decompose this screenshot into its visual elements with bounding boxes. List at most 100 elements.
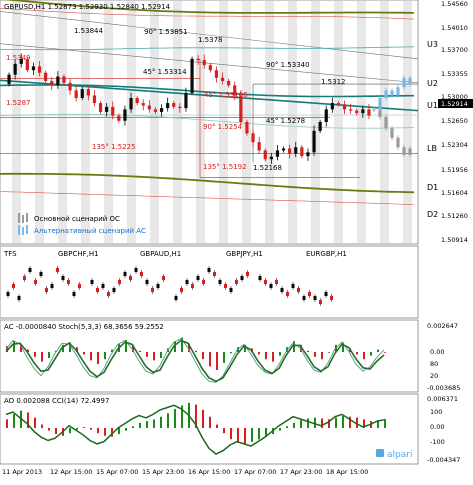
candle-body [92, 95, 97, 104]
currency-bar [90, 280, 94, 284]
currency-bar [202, 280, 205, 284]
ac-bar [272, 352, 274, 362]
session-stripe [288, 1, 297, 243]
candle-body [361, 109, 365, 114]
ao-bar [251, 428, 253, 442]
candle-body [214, 70, 219, 78]
session-stripe [357, 1, 366, 243]
ac-bar [83, 352, 85, 355]
ao-bar [300, 420, 302, 428]
forecast-scenarios [372, 75, 412, 158]
candle-body [178, 106, 182, 109]
candle-body [135, 98, 139, 104]
candle-body [355, 110, 359, 114]
ac-bar [202, 352, 204, 360]
ac-bar [125, 340, 127, 352]
ao-cci-series [5, 402, 386, 455]
ac-bar [76, 347, 78, 352]
ao-bar [118, 428, 120, 435]
ao-bar [181, 405, 183, 428]
main-price-panel[interactable] [0, 0, 419, 245]
session-stripe [58, 1, 67, 243]
currency-bar [129, 276, 132, 280]
alpari-logo-icon [376, 449, 384, 457]
pair-label-gbpaud: GBPAUD,H1 [140, 250, 181, 258]
ao-bar [167, 413, 169, 428]
currency-bar [313, 296, 317, 300]
currency-bar [302, 296, 306, 300]
forecast-main-candle-body [408, 148, 412, 155]
osc2-tick: 0.006371 [427, 395, 458, 403]
candle-body [111, 106, 115, 116]
ao-bar [377, 420, 379, 428]
currency-bar [28, 268, 32, 272]
currency-bar [246, 272, 249, 276]
ma-band-upper [0, 46, 415, 51]
ac-bar [328, 352, 330, 353]
candle-body [342, 104, 347, 110]
currency-bar [224, 284, 227, 288]
price-axis: 1.54560 1.54010 1.53700 1.53355 1.53000 … [441, 0, 468, 244]
candle-body [56, 76, 60, 86]
ac-bar [384, 352, 386, 353]
ac-bar [356, 352, 358, 355]
cci-line [5, 404, 385, 455]
ao-bar [356, 417, 358, 428]
ac-bar [111, 349, 113, 352]
currency-bar [280, 288, 284, 292]
ao-bar [195, 404, 197, 428]
ao-bar [349, 416, 351, 428]
currency-bar [174, 296, 178, 300]
ma-red-high [0, 8, 415, 20]
ac-bar [286, 347, 288, 352]
currency-bar [229, 288, 233, 292]
ac-bar [97, 352, 99, 364]
price-candles [7, 53, 371, 164]
ac-bar [104, 352, 106, 360]
ao-bar [83, 427, 85, 428]
candle-body [227, 80, 231, 86]
annotation-label: 135° 1.5225 [92, 143, 136, 151]
price-tick: 1.54560 [441, 0, 468, 8]
price-tick: 1.50914 [441, 236, 468, 244]
ao-bar [104, 428, 106, 436]
currency-bar [123, 272, 127, 276]
level-label-u1: U1 [427, 101, 438, 110]
currency-bar [156, 284, 160, 288]
ac-bar [342, 342, 344, 352]
candle-body [37, 66, 42, 73]
ao-bar [125, 428, 127, 431]
currency-bar [240, 276, 244, 280]
currency-bar [235, 280, 238, 284]
ma-band-lower [0, 113, 415, 129]
session-stripe [150, 1, 159, 243]
level-label-u3: U3 [427, 40, 438, 49]
price-tick: 1.53700 [441, 46, 468, 54]
ac-bar [139, 350, 141, 352]
candle-body [159, 108, 164, 112]
ac-bar [279, 352, 281, 356]
price-tick: 1.52650 [441, 117, 468, 125]
ac-bar [363, 352, 365, 360]
pair-label-gbpjpy: GBPJPY,H1 [226, 250, 263, 258]
level-label-u2: U2 [427, 79, 438, 88]
candle-body [318, 122, 322, 131]
time-tick: 16 Apr 15:00 [188, 468, 230, 476]
ao-bar [328, 419, 330, 428]
currency-bar [275, 280, 278, 284]
candle-body [105, 106, 109, 112]
annotation-label: 1.5349 [6, 54, 31, 62]
forecast-main-candle-body [384, 116, 388, 129]
ao-cci-header: AO 0.002088 CCI(14) 72.4997 [4, 397, 109, 405]
currency-bar [50, 284, 54, 288]
price-tick: 1.52304 [441, 141, 468, 149]
currency-bar [78, 284, 81, 288]
candle-body [129, 98, 133, 110]
ac-stoch-series [5, 337, 386, 383]
currency-bar [6, 292, 10, 296]
currency-bar [61, 276, 65, 280]
ao-bar [41, 424, 43, 428]
candle-body [196, 58, 200, 61]
currency-bar [101, 284, 105, 288]
